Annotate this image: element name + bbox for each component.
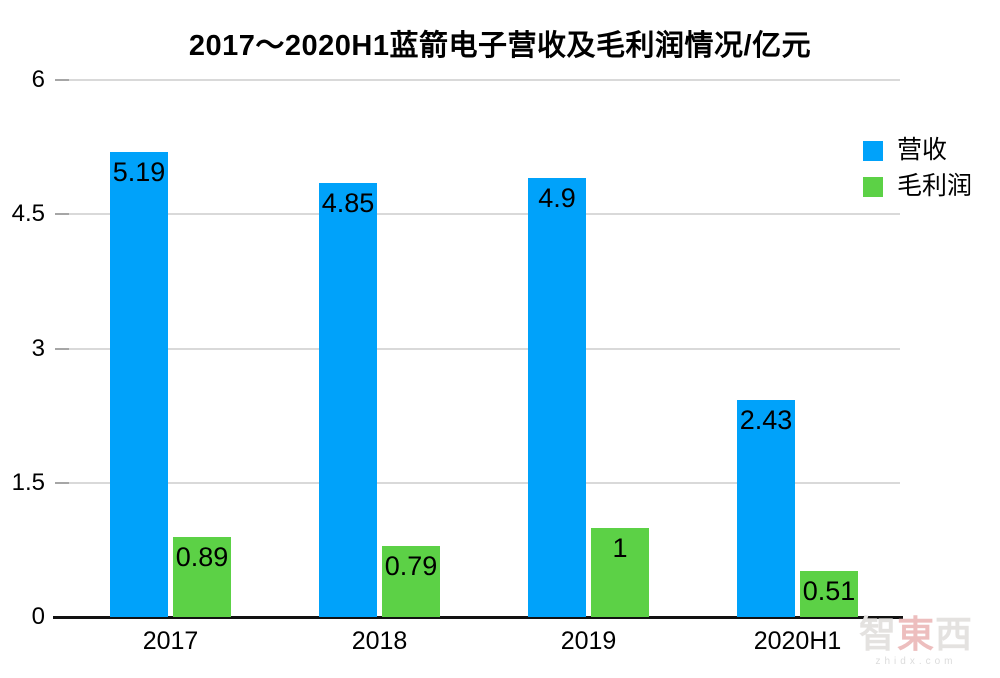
x-category-label: 2019 xyxy=(560,627,617,655)
legend: 营收 毛利润 xyxy=(863,138,972,210)
y-axis-tick xyxy=(55,213,69,216)
y-tick-label: 3 xyxy=(31,334,45,362)
bar-value-label: 0.89 xyxy=(175,542,229,573)
legend-item-revenue: 营收 xyxy=(863,138,972,163)
gridline xyxy=(55,213,900,216)
bar-revenue-2019: 4.9 xyxy=(528,178,586,617)
bar-revenue-2018: 4.85 xyxy=(319,182,377,617)
watermark-char: 智 xyxy=(859,614,897,655)
legend-swatch-profit xyxy=(863,176,883,197)
legend-swatch-revenue xyxy=(863,140,883,161)
y-tick-label: 4.5 xyxy=(11,200,45,228)
y-tick-label: 0 xyxy=(31,603,45,630)
legend-label-profit: 毛利润 xyxy=(897,172,973,200)
bar-profit-2020H1: 0.51 xyxy=(800,571,858,617)
bar-profit-2019: 1 xyxy=(591,527,649,617)
bar-value-label: 1 xyxy=(612,532,628,563)
y-tick-label: 1.5 xyxy=(11,468,45,496)
x-axis-line xyxy=(53,615,903,619)
watermark-site: zhidx.com xyxy=(875,656,957,667)
bar-value-label: 0.79 xyxy=(384,551,438,582)
legend-item-profit: 毛利润 xyxy=(863,174,972,199)
watermark-zhidx: 智東西 zhidx.com xyxy=(858,616,974,667)
y-axis-tick xyxy=(55,347,69,350)
bar-revenue-2020H1: 2.43 xyxy=(737,399,795,617)
bar-value-label: 5.19 xyxy=(112,157,166,188)
bar-profit-2017: 0.89 xyxy=(173,537,231,617)
y-axis-tick xyxy=(55,481,69,484)
y-axis-tick xyxy=(55,79,69,81)
legend-label-revenue: 营收 xyxy=(897,136,948,164)
watermark-char: 東 xyxy=(897,614,935,655)
bar-value-label: 4.85 xyxy=(321,187,375,218)
bar-revenue-2017: 5.19 xyxy=(110,152,168,617)
x-category-label: 2017 xyxy=(142,627,199,655)
chart-title: 2017～2020H1蓝箭电子营收及毛利润情况/亿元 xyxy=(188,30,812,62)
watermark-logo: 智東西 xyxy=(858,616,974,653)
gridline xyxy=(55,79,900,81)
bar-value-label: 4.9 xyxy=(538,183,576,214)
x-category-label: 2018 xyxy=(351,627,408,655)
bar-value-label: 0.51 xyxy=(802,576,856,607)
gridline xyxy=(55,481,900,484)
bar-value-label: 2.43 xyxy=(739,404,793,435)
y-tick-label: 6 xyxy=(31,66,45,93)
watermark-char: 西 xyxy=(935,614,973,655)
bar-profit-2018: 0.79 xyxy=(382,546,440,617)
gridline xyxy=(55,347,900,350)
x-category-label: 2020H1 xyxy=(753,627,842,655)
